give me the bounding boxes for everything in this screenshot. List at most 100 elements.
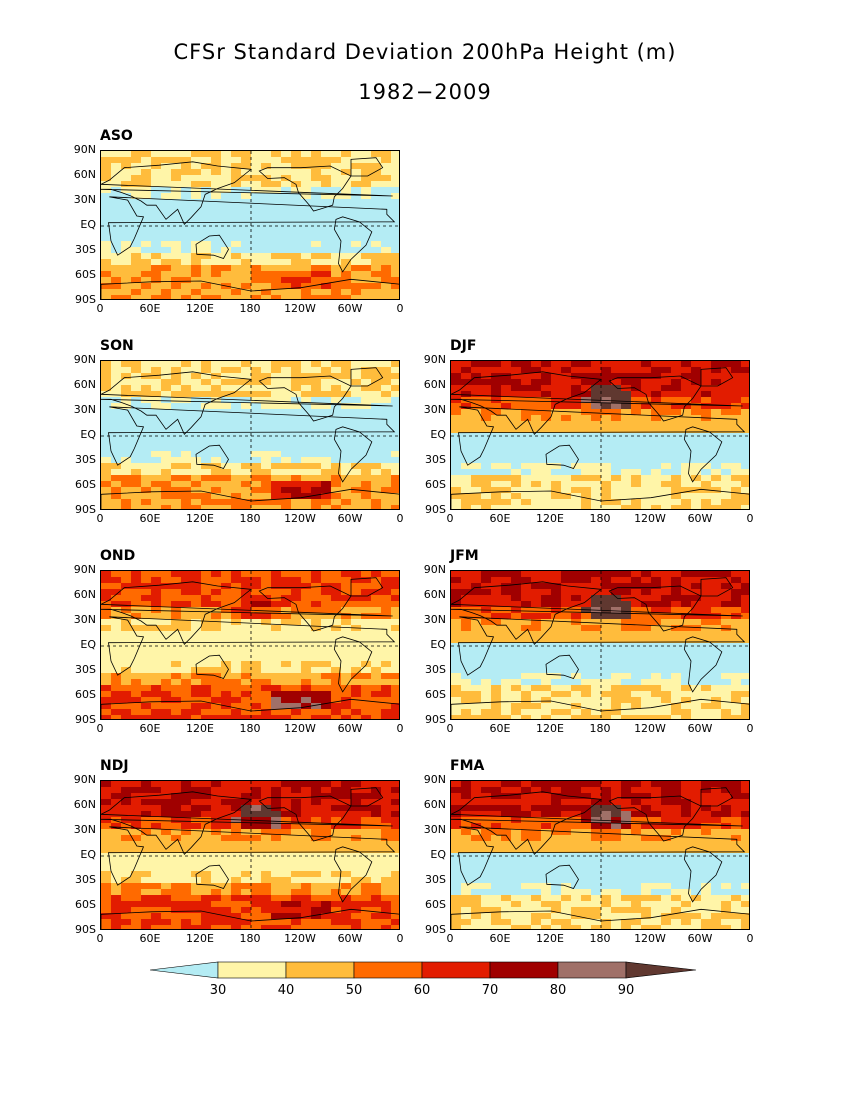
x-tick-label: 0 (746, 512, 754, 525)
panel-label-ond: OND (100, 548, 136, 564)
y-tick-label: EQ (430, 638, 446, 651)
colorbar-segment (489, 961, 559, 979)
x-tick-label: 120E (186, 302, 214, 315)
y-tick-label: 60S (75, 688, 96, 701)
x-tick-label: 120E (186, 722, 214, 735)
x-tick-label: 60E (489, 722, 511, 735)
y-tick-label: 60N (73, 588, 96, 601)
y-tick-label: 60S (75, 268, 96, 281)
y-tick-label: 60S (425, 478, 446, 491)
y-tick-label: EQ (80, 218, 96, 231)
y-tick-label: EQ (80, 428, 96, 441)
y-tick-label: 60N (73, 378, 96, 391)
y-tick-label: 90N (73, 563, 96, 576)
y-tick-label: 60S (75, 898, 96, 911)
colorbar-level-label: 40 (277, 983, 295, 998)
x-tick-label: 60W (687, 932, 713, 945)
y-tick-label: 90N (423, 773, 446, 786)
y-tick-label: EQ (430, 428, 446, 441)
colorbar-level-label: 70 (481, 983, 499, 998)
x-tick-label: 60E (139, 932, 161, 945)
x-tick-label: 0 (96, 932, 104, 945)
x-tick-label: 60W (337, 302, 363, 315)
y-tick-label: 60N (423, 588, 446, 601)
x-tick-label: 120W (284, 302, 316, 315)
x-tick-label: 120E (186, 512, 214, 525)
y-tick-label: 90S (425, 923, 446, 936)
y-tick-label: 90S (425, 713, 446, 726)
colorbar-level-label: 90 (617, 983, 635, 998)
x-tick-label: 120E (536, 722, 564, 735)
x-tick-label: 60E (489, 512, 511, 525)
x-tick-label: 180 (239, 302, 261, 315)
y-tick-label: EQ (80, 638, 96, 651)
y-tick-label: 90S (75, 713, 96, 726)
colorbar-segment (150, 961, 219, 979)
map-panel-jfm (450, 570, 750, 720)
y-tick-label: 30S (75, 453, 96, 466)
y-tick-label: EQ (80, 848, 96, 861)
panel-label-aso: ASO (100, 128, 133, 144)
panel-label-djf: DJF (450, 338, 477, 354)
y-tick-label: 30N (73, 823, 96, 836)
x-tick-label: 0 (746, 722, 754, 735)
colorbar-segment (557, 961, 627, 979)
y-tick-label: 30S (425, 663, 446, 676)
x-tick-label: 60W (337, 722, 363, 735)
x-tick-label: 0 (396, 722, 404, 735)
colorbar-segment (353, 961, 423, 979)
y-tick-label: 90S (425, 503, 446, 516)
y-tick-label: 60N (73, 168, 96, 181)
x-tick-label: 0 (396, 512, 404, 525)
colorbar-segment (285, 961, 355, 979)
x-tick-label: 180 (589, 512, 611, 525)
x-tick-label: 0 (96, 302, 104, 315)
y-tick-label: 60S (75, 478, 96, 491)
x-tick-label: 120E (536, 512, 564, 525)
colorbar-level-label: 60 (413, 983, 431, 998)
colorbar-segment (625, 961, 697, 979)
y-tick-label: 90N (73, 143, 96, 156)
x-tick-label: 120W (634, 932, 666, 945)
x-tick-label: 120W (634, 512, 666, 525)
x-tick-label: 0 (746, 932, 754, 945)
y-tick-label: 90N (73, 773, 96, 786)
y-tick-label: 60N (73, 798, 96, 811)
x-tick-label: 0 (396, 932, 404, 945)
x-tick-label: 60W (687, 722, 713, 735)
x-tick-label: 120W (284, 932, 316, 945)
x-tick-label: 180 (239, 512, 261, 525)
x-tick-label: 120W (284, 512, 316, 525)
x-tick-label: 120E (186, 932, 214, 945)
x-tick-label: 60E (139, 512, 161, 525)
x-tick-label: 60W (337, 932, 363, 945)
y-tick-label: 90N (73, 353, 96, 366)
colorbar-level-label: 50 (345, 983, 363, 998)
y-tick-label: 90S (75, 923, 96, 936)
y-tick-label: 90N (423, 353, 446, 366)
y-tick-label: 30S (75, 873, 96, 886)
map-panel-aso (100, 150, 400, 300)
y-tick-label: 90S (75, 293, 96, 306)
map-panel-ndj (100, 780, 400, 930)
colorbar-segment (421, 961, 491, 979)
y-tick-label: 30N (423, 823, 446, 836)
map-panel-son (100, 360, 400, 510)
x-tick-label: 0 (446, 512, 454, 525)
y-tick-label: 90S (75, 503, 96, 516)
y-tick-label: 30N (73, 613, 96, 626)
panel-label-fma: FMA (450, 758, 485, 774)
panel-label-son: SON (100, 338, 134, 354)
x-tick-label: 120E (536, 932, 564, 945)
y-tick-label: 30N (73, 193, 96, 206)
map-panel-fma (450, 780, 750, 930)
y-tick-label: 60S (425, 898, 446, 911)
figure-title: CFSr Standard Deviation 200hPa Height (m… (173, 40, 677, 64)
y-tick-label: 90N (423, 563, 446, 576)
y-tick-label: EQ (430, 848, 446, 861)
y-tick-label: 30S (425, 453, 446, 466)
x-tick-label: 0 (446, 932, 454, 945)
colorbar-level-label: 30 (209, 983, 227, 998)
x-tick-label: 180 (589, 932, 611, 945)
y-tick-label: 30S (425, 873, 446, 886)
